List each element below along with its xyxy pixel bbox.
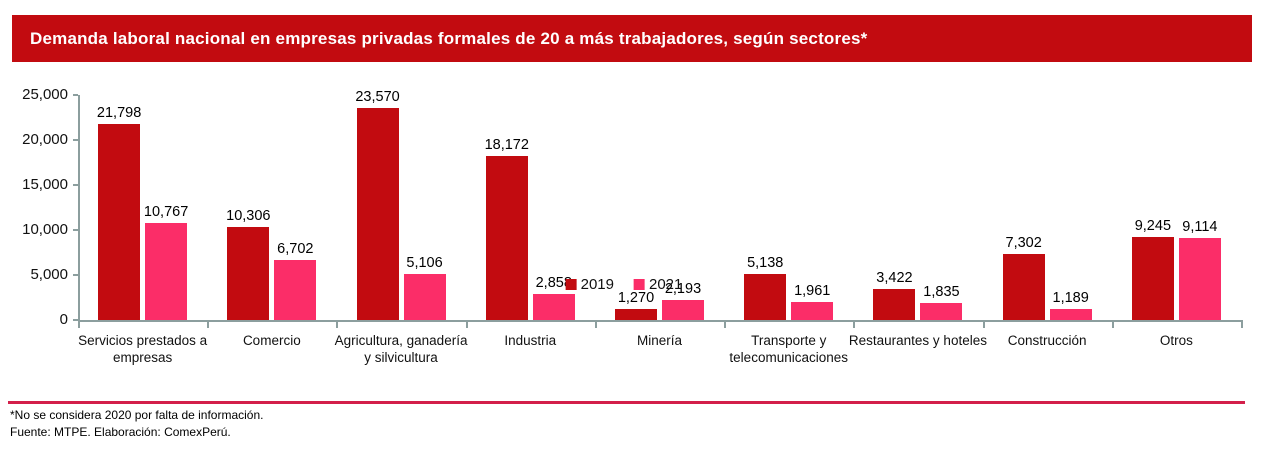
y-tick-mark: [73, 274, 78, 276]
y-tick-mark: [73, 229, 78, 231]
bar-value-label: 1,189: [1052, 290, 1089, 306]
x-tick-mark: [594, 322, 597, 328]
x-category-label: Otros: [1159, 333, 1193, 348]
bar-2019: [485, 156, 528, 320]
bar-2021: [274, 260, 317, 320]
x-tick-mark: [465, 322, 468, 328]
x-tick-mark: [853, 322, 856, 328]
bar-value-label: 5,106: [406, 255, 443, 271]
bar-value-label: 6,702: [277, 241, 314, 257]
bar-value-label: 5,138: [747, 255, 784, 271]
y-tick-label: 5,000: [30, 266, 68, 283]
x-tick-mark: [724, 322, 727, 328]
x-tick-mark: [207, 322, 210, 328]
bar-value-label: 3,422: [876, 270, 913, 286]
bar-2021: [1049, 309, 1092, 320]
legend-item-2021: 2021: [634, 276, 682, 293]
bar-2021: [791, 302, 834, 320]
bar-2021: [403, 274, 446, 320]
bar-value-label: 21,798: [96, 105, 142, 121]
x-category-label: Minería: [636, 333, 682, 348]
y-tick-label: 0: [59, 311, 68, 328]
bar-2019: [227, 227, 270, 320]
bar-value-label: 10,306: [226, 208, 271, 224]
legend-label: 2019: [580, 276, 614, 293]
x-tick-mark: [336, 322, 339, 328]
footer-divider: [8, 401, 1245, 404]
y-axis-line: [78, 95, 80, 322]
footer: *No se considera 2020 por falta de infor…: [10, 407, 263, 441]
x-category-label: Industria: [504, 333, 557, 348]
y-tick-label: 15,000: [22, 176, 68, 193]
bar-2021: [662, 300, 704, 320]
bar-value-label: 1,961: [794, 283, 831, 299]
bar-value-label: 7,302: [1005, 235, 1042, 251]
bar-value-label: 2,858: [535, 275, 572, 291]
y-tick-mark: [73, 184, 78, 186]
x-tick-mark: [982, 322, 985, 328]
bar-2019: [1002, 254, 1045, 320]
footer-note: *No se considera 2020 por falta de infor…: [10, 408, 264, 422]
x-tick-mark: [1111, 322, 1114, 328]
footer-source: Fuente: MTPE. Elaboración: ComexPerú.: [10, 425, 231, 439]
bar-value-label: 23,570: [355, 89, 400, 105]
y-tick-mark: [73, 139, 78, 141]
x-axis-line: [78, 320, 1243, 322]
bar-value-label: 1,270: [617, 290, 655, 306]
bar-2019: [356, 108, 399, 320]
x-tick-mark: [1241, 322, 1243, 328]
bar-2021: [145, 223, 188, 320]
bar-value-label: 9,114: [1182, 219, 1218, 235]
bar-2019: [615, 309, 657, 320]
bar-2019: [1131, 237, 1174, 320]
x-category-label: Restaurantes y hoteles: [848, 333, 987, 348]
bar-2019: [873, 289, 916, 320]
x-category-label: Transporte y telecomunicaciones: [729, 333, 848, 366]
y-tick-mark: [73, 94, 78, 96]
legend-label: 2021: [649, 276, 683, 293]
bar-2021: [920, 303, 963, 320]
legend-swatch: [634, 279, 645, 290]
y-tick-label: 20,000: [22, 131, 68, 148]
x-category-label: Agricultura, ganadería y silvicultura: [334, 333, 468, 366]
y-tick-label: 25,000: [22, 86, 68, 103]
bar-value-label: 1,835: [923, 284, 960, 300]
x-category-label: Servicios prestados a empresas: [78, 333, 208, 366]
x-category-label: Construcción: [1007, 333, 1087, 348]
x-tick-mark: [78, 322, 80, 328]
bar-value-label: 10,767: [143, 204, 189, 220]
bar-value-label: 18,172: [484, 137, 529, 153]
x-category-label: Comercio: [242, 333, 301, 348]
bar-value-label: 9,245: [1134, 218, 1172, 234]
bar-chart: 0 5,000 10,000 15,000 20,000 25,000 Servicios …: [10, 87, 1259, 392]
legend-item-2019: 2019: [565, 276, 614, 293]
legend: 2019 2021: [565, 276, 682, 293]
y-tick-mark: [73, 319, 78, 321]
bar-2019: [744, 274, 787, 320]
legend-swatch: [565, 279, 577, 290]
title-banner: Demanda laboral nacional en empresas pri…: [12, 15, 1252, 62]
bar-2021: [532, 294, 575, 320]
y-tick-label: 10,000: [22, 221, 68, 238]
bar-value-label: 2,193: [664, 281, 702, 297]
bar-2019: [98, 124, 141, 320]
chart-title: Demanda laboral nacional en empresas pri…: [30, 28, 868, 48]
bar-2021: [1178, 238, 1221, 320]
